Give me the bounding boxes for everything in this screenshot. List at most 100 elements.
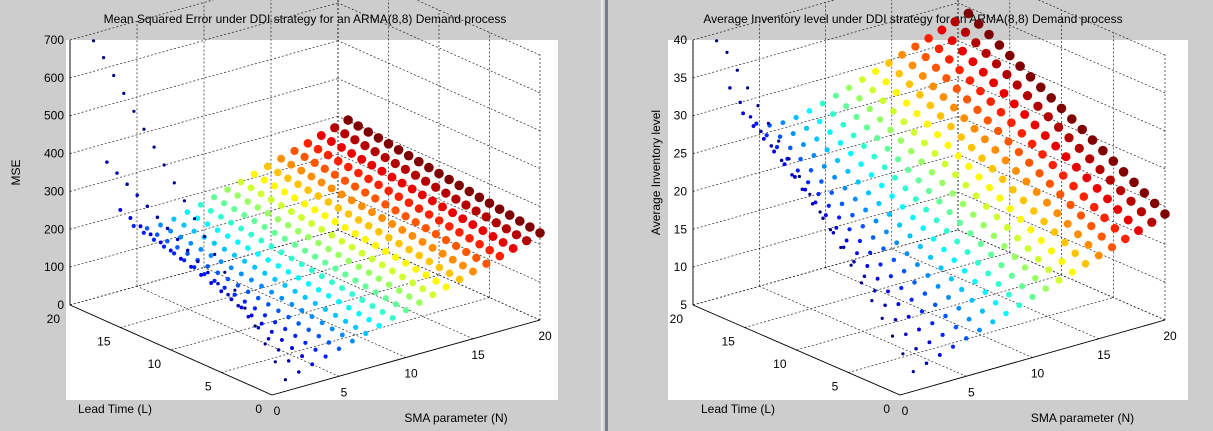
z-tick-label: 35 [674,71,688,85]
data-point [314,192,322,200]
side-wall-grid-line [337,40,541,131]
data-point [855,251,859,256]
data-point [400,164,411,175]
data-point [210,194,218,201]
data-point [866,105,874,113]
data-point [958,46,967,56]
data-point [478,226,488,236]
data-point [361,235,370,244]
data-point [148,232,153,237]
data-point [998,262,1005,269]
data-point [1068,268,1076,276]
data-point [404,198,414,207]
data-point [504,210,515,220]
data-point [185,251,190,256]
data-point [1129,177,1139,188]
data-point [307,172,316,181]
data-point [178,256,183,261]
data-point [135,193,139,197]
data-point [295,275,302,281]
data-point [347,196,356,205]
data-point [424,162,434,173]
data-point [241,211,248,219]
data-point [286,359,291,363]
data-point [808,192,812,196]
data-point [852,260,856,264]
side-wall-grid-line [957,116,1166,207]
data-point [329,279,335,286]
data-point [357,202,366,211]
data-point [322,259,329,266]
data-point [485,245,494,255]
data-point [814,136,820,142]
data-point [947,36,957,46]
data-point [827,129,833,135]
data-point [340,129,350,139]
data-point [228,219,234,226]
data-point [901,352,905,356]
data-point [913,109,921,118]
data-point [279,337,284,342]
data-point [283,326,288,332]
data-point [896,222,903,228]
data-point [901,268,907,274]
data-point [279,295,285,301]
data-point [912,280,917,285]
data-point [881,246,886,251]
data-point [847,227,852,232]
data-point [925,187,933,195]
data-point [91,39,96,43]
data-point [970,211,977,218]
data-point [501,224,512,234]
data-point [515,216,525,226]
data-point [790,131,796,137]
panel-divider[interactable] [601,0,611,431]
data-point [125,182,129,186]
data-point [984,29,994,40]
data-point [395,239,403,248]
data-point [1147,217,1157,227]
data-point [823,213,828,218]
x-tick-label: 0 [274,404,281,418]
data-point [942,74,951,83]
data-point [800,187,805,192]
data-point [993,213,1001,221]
back-wall-grid-line [692,154,959,230]
mse-chart-panel: Mean Squared Error under DDI strategy fo… [9,0,558,425]
data-point [1092,183,1102,193]
data-point [957,133,966,141]
data-point [857,238,863,244]
data-point [790,173,794,177]
x-tick-label: 20 [538,329,552,343]
data-point [959,286,965,293]
data-point [1076,211,1086,220]
data-point [222,285,227,290]
data-point [248,231,255,238]
data-point [350,182,360,191]
data-point [826,203,831,208]
data-point [251,217,258,225]
z-tick-label: 300 [44,184,64,198]
data-point [380,152,390,163]
data-point [475,239,484,249]
data-point [967,143,976,152]
data-point [772,149,777,154]
x-tick-label: 10 [404,367,418,381]
data-point [309,314,315,320]
data-point [1071,249,1079,257]
data-point [206,270,210,275]
data-point [1009,99,1019,109]
data-point [911,42,920,51]
data-point [158,240,163,245]
data-point [381,247,390,256]
data-point [803,187,808,192]
data-point [837,140,844,146]
data-point [468,220,478,230]
y-tick-label: 15 [97,335,111,349]
data-point [978,67,988,77]
data-point [259,283,264,289]
data-point [244,198,251,205]
data-point [288,255,295,262]
data-point [883,303,887,308]
x-axis-label: SMA parameter (N) [1031,411,1134,425]
